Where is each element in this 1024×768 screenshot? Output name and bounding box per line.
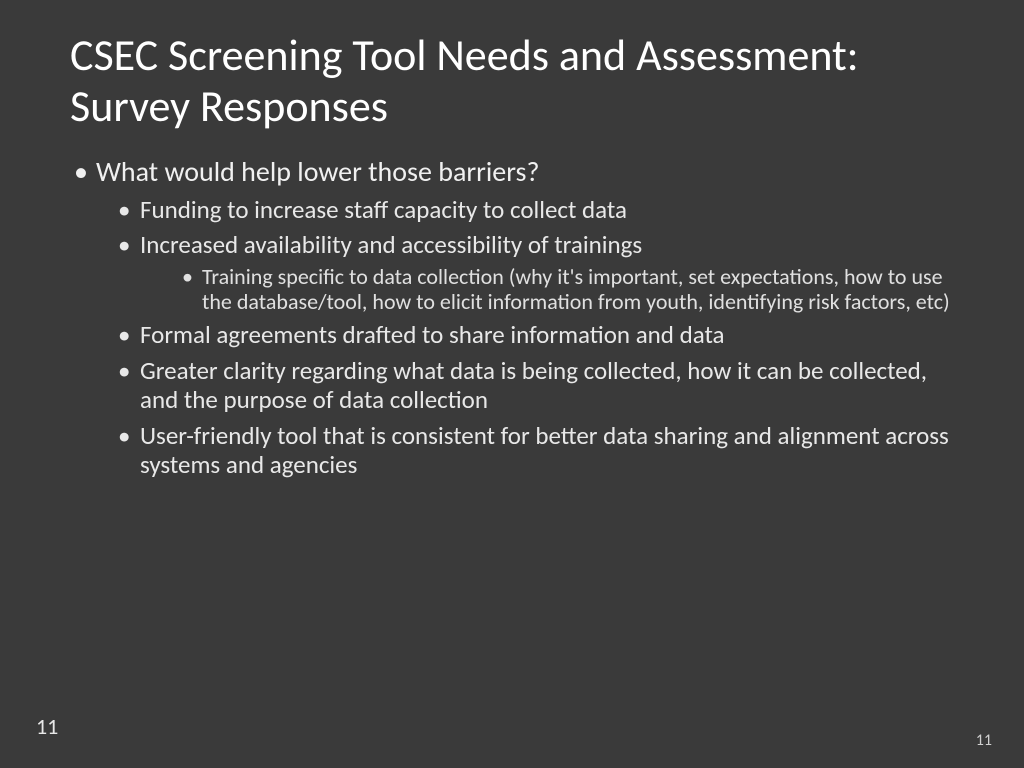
list-item: What would help lower those barriers? Fu… [70, 155, 954, 480]
list-item-text: What would help lower those barriers? [96, 154, 539, 189]
slide: CSEC Screening Tool Needs and Assessment… [0, 0, 1024, 768]
list-item: Funding to increase staff capacity to co… [96, 195, 954, 225]
list-item-text: Funding to increase staff capacity to co… [140, 194, 627, 225]
list-item: Formal agreements drafted to share infor… [96, 320, 954, 350]
page-number-left: 11 [36, 713, 58, 740]
bullet-list-level1: What would help lower those barriers? Fu… [70, 155, 954, 480]
list-item-text: User-friendly tool that is consistent fo… [140, 420, 949, 481]
list-item: Increased availability and accessibility… [96, 230, 954, 314]
list-item-text: Formal agreements drafted to share infor… [140, 319, 725, 350]
bullet-list-level3: Training specific to data collection (wh… [140, 264, 954, 315]
list-item-text: Greater clarity regarding what data is b… [140, 355, 927, 416]
page-number-right: 11 [976, 731, 992, 750]
list-item: User-friendly tool that is consistent fo… [96, 421, 954, 480]
list-item: Training specific to data collection (wh… [140, 264, 954, 315]
bullet-list-level2: Funding to increase staff capacity to co… [96, 195, 954, 480]
slide-title: CSEC Screening Tool Needs and Assessment… [70, 30, 954, 131]
list-item: Greater clarity regarding what data is b… [96, 356, 954, 415]
list-item-text: Increased availability and accessibility… [140, 229, 642, 260]
list-item-text: Training specific to data collection (wh… [202, 263, 950, 315]
